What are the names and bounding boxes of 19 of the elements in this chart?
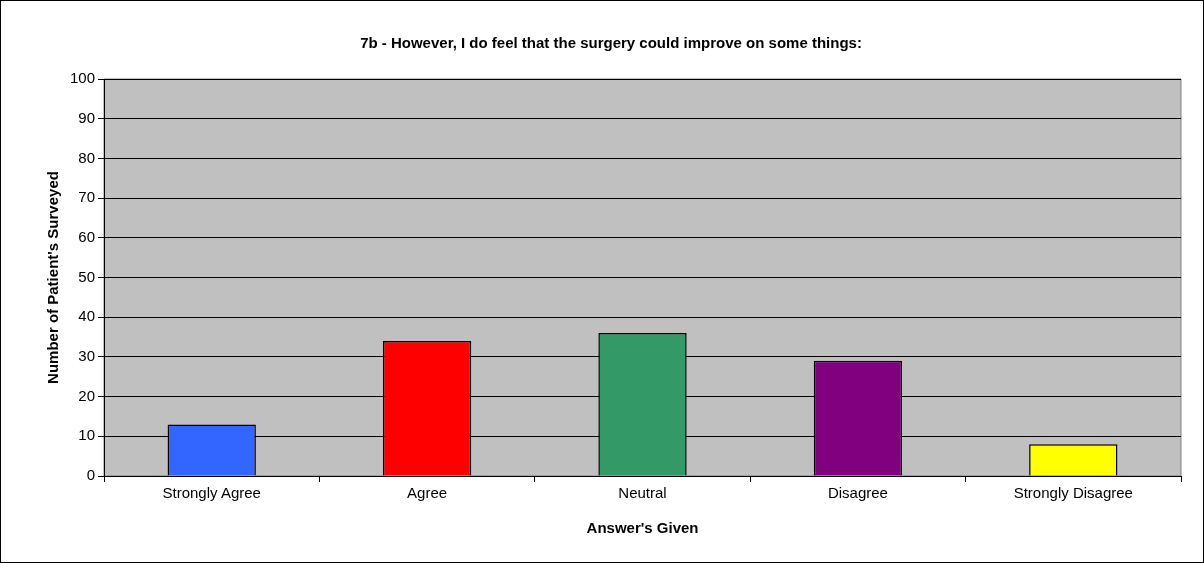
y-tick-label: 10	[78, 426, 96, 444]
x-tick-label: Strongly Disagree	[1013, 484, 1133, 502]
y-tick-label: 80	[78, 148, 96, 166]
y-tick-label: 20	[78, 386, 96, 404]
chart-title: 7b - However, I do feel that the surgery could improve on some things:	[360, 34, 862, 52]
x-tick-label: Strongly Agree	[162, 484, 261, 502]
x-tick-label: Disagree	[827, 484, 888, 502]
x-tick-label: Neutral	[618, 484, 667, 502]
x-axis-title: Answer's Given	[586, 519, 699, 537]
y-tick-label: 90	[78, 108, 96, 126]
y-axis-title: Number of Patient's Surveyed	[44, 171, 62, 384]
y-tick-label: 0	[86, 466, 96, 484]
y-tick-label: 100	[70, 69, 96, 87]
y-tick-label: 70	[78, 188, 96, 206]
y-tick-label: 40	[78, 307, 96, 325]
y-tick-label: 50	[78, 267, 96, 285]
x-tick-label: Agree	[407, 484, 448, 502]
y-tick-label: 30	[78, 347, 96, 365]
y-tick-label: 60	[78, 227, 96, 245]
